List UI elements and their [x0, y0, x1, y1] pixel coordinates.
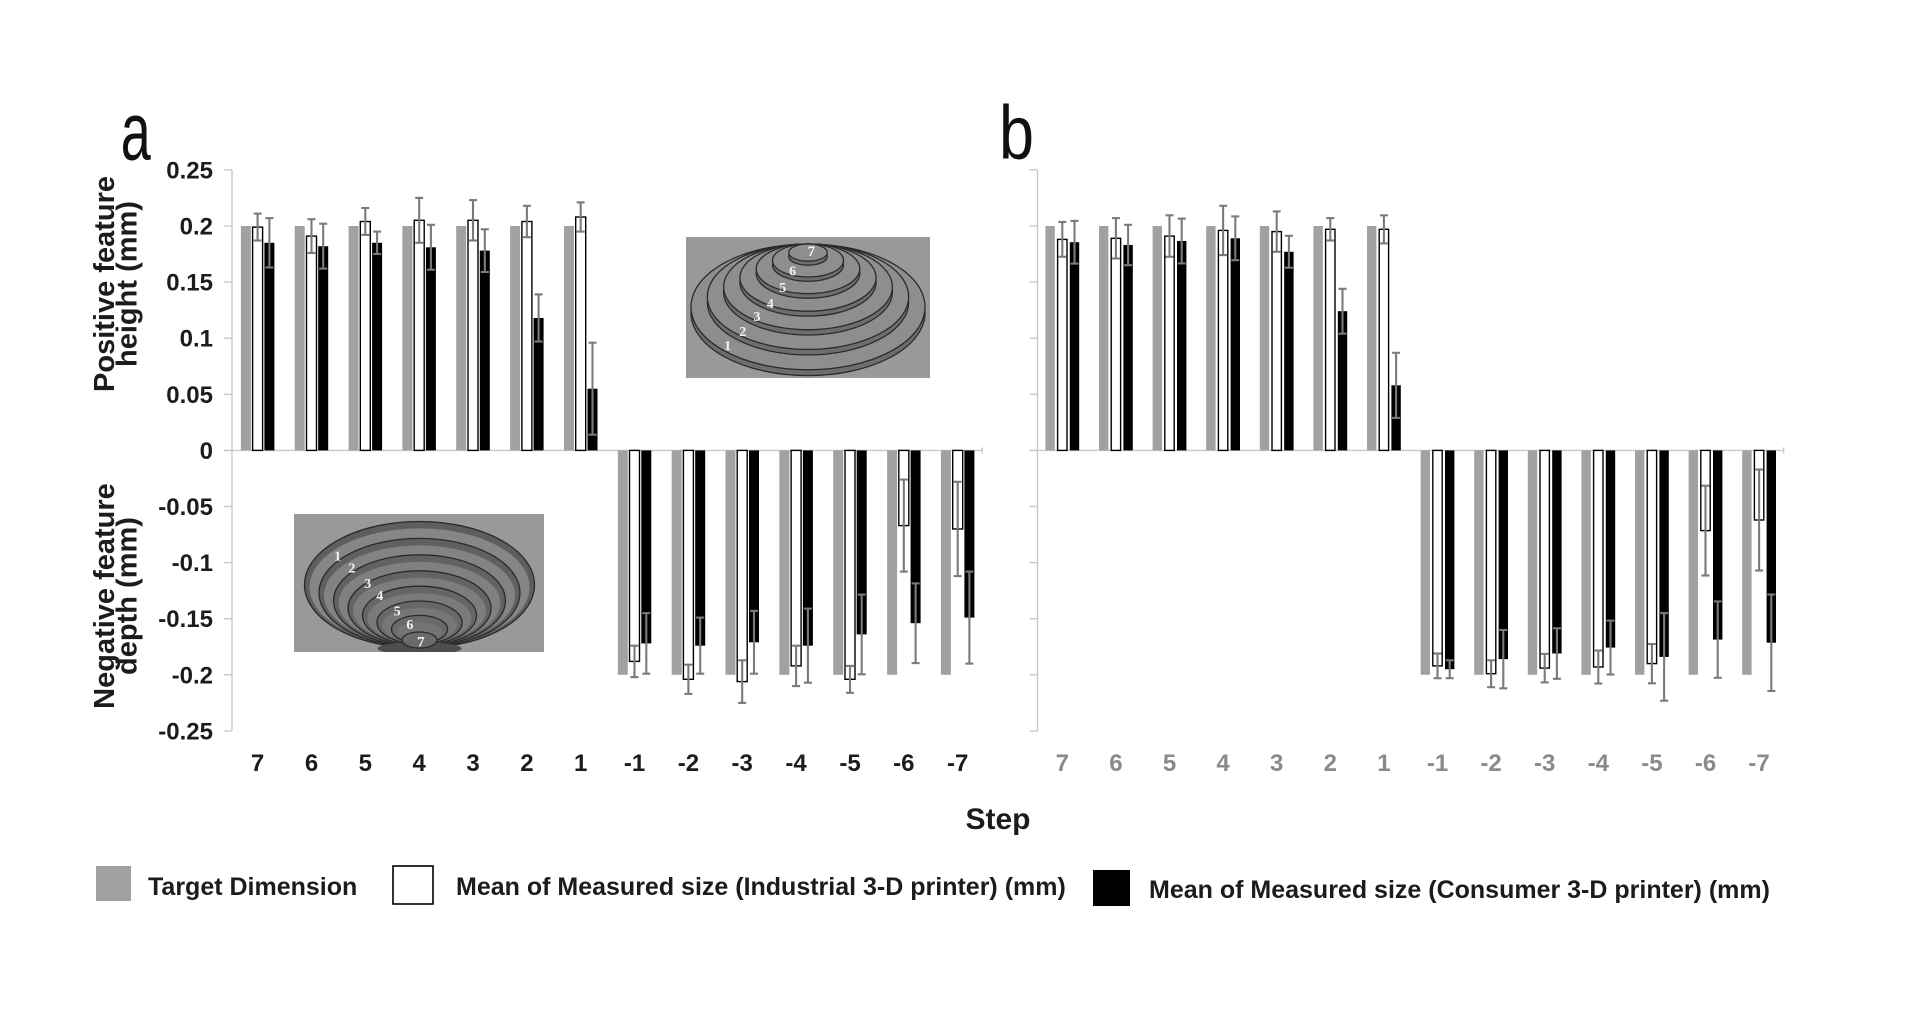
svg-text:-1: -1 [1427, 750, 1448, 777]
svg-text:-1: -1 [624, 750, 645, 777]
svg-text:2: 2 [348, 562, 355, 577]
svg-text:-0.15: -0.15 [158, 606, 213, 633]
svg-text:2: 2 [1324, 750, 1337, 777]
svg-text:7: 7 [251, 750, 264, 777]
svg-text:depth (mm): depth (mm) [112, 517, 144, 675]
svg-text:-2: -2 [678, 750, 699, 777]
svg-text:1: 1 [1377, 750, 1390, 777]
svg-text:2: 2 [520, 750, 533, 777]
svg-text:-6: -6 [1695, 750, 1716, 777]
svg-text:-0.2: -0.2 [172, 662, 213, 689]
svg-text:height (mm): height (mm) [112, 201, 144, 367]
svg-text:6: 6 [1109, 750, 1122, 777]
svg-text:1: 1 [724, 339, 731, 354]
svg-text:-3: -3 [1534, 750, 1555, 777]
svg-text:Target Dimension: Target Dimension [148, 873, 357, 901]
svg-text:4: 4 [376, 589, 383, 604]
svg-text:1: 1 [574, 750, 587, 777]
svg-text:1: 1 [334, 550, 341, 565]
svg-text:-7: -7 [1748, 750, 1769, 777]
svg-text:3: 3 [754, 310, 761, 325]
svg-text:-0.1: -0.1 [172, 550, 213, 577]
svg-text:-4: -4 [1588, 750, 1610, 777]
svg-text:6: 6 [789, 265, 796, 280]
svg-text:Step: Step [965, 803, 1030, 836]
svg-text:3: 3 [364, 577, 371, 592]
svg-text:5: 5 [359, 750, 372, 777]
svg-text:6: 6 [406, 618, 413, 633]
svg-text:4: 4 [767, 297, 774, 312]
svg-text:Positive feature: Positive feature [89, 176, 121, 392]
svg-text:5: 5 [394, 605, 401, 620]
svg-text:-0.05: -0.05 [158, 494, 213, 521]
svg-text:-4: -4 [785, 750, 807, 777]
svg-text:0.05: 0.05 [166, 382, 213, 409]
svg-text:-3: -3 [732, 750, 753, 777]
svg-text:-0.25: -0.25 [158, 719, 213, 746]
svg-text:-5: -5 [1641, 750, 1662, 777]
svg-text:6: 6 [305, 750, 318, 777]
svg-text:0.1: 0.1 [180, 326, 213, 353]
svg-text:7: 7 [807, 244, 815, 260]
svg-text:a: a [121, 87, 151, 178]
svg-text:2: 2 [739, 325, 746, 340]
svg-text:-6: -6 [893, 750, 914, 777]
svg-text:Mean of Measured size (Consume: Mean of Measured size (Consumer 3-D prin… [1149, 876, 1770, 904]
svg-text:5: 5 [1163, 750, 1176, 777]
svg-text:-7: -7 [947, 750, 968, 777]
svg-text:b: b [999, 90, 1034, 175]
svg-text:Mean of Measured size (Industr: Mean of Measured size (Industrial 3-D pr… [456, 873, 1066, 901]
svg-text:3: 3 [1270, 750, 1283, 777]
svg-text:Negative feature: Negative feature [89, 483, 121, 709]
svg-text:-2: -2 [1480, 750, 1501, 777]
svg-text:-5: -5 [839, 750, 860, 777]
svg-text:0.2: 0.2 [180, 214, 213, 241]
svg-text:4: 4 [1216, 750, 1230, 777]
svg-text:7: 7 [417, 635, 425, 651]
svg-text:7: 7 [1056, 750, 1069, 777]
svg-text:0.15: 0.15 [166, 270, 213, 297]
svg-text:0.25: 0.25 [166, 157, 213, 184]
svg-text:3: 3 [466, 750, 479, 777]
svg-text:0: 0 [200, 438, 213, 465]
svg-text:4: 4 [413, 750, 427, 777]
svg-text:5: 5 [779, 281, 786, 296]
